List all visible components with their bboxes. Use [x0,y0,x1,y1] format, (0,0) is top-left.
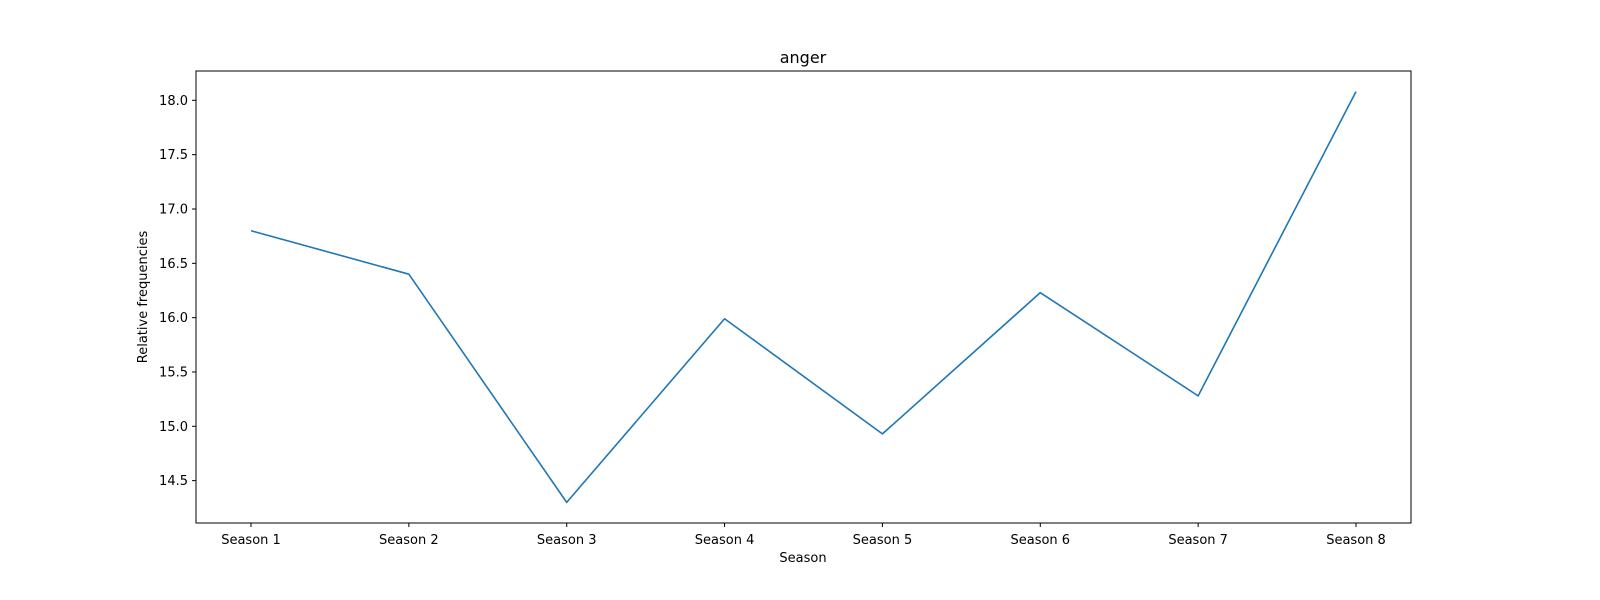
y-axis-label: Relative frequencies [136,231,151,364]
x-tick-label: Season 3 [537,533,597,548]
y-tick-label: 15.0 [159,420,188,435]
plot-frame [195,70,1412,524]
x-tick-label: Season 8 [1326,533,1386,548]
y-tick-label: 18.0 [159,94,188,109]
chart-title: anger [780,48,827,67]
x-tick-label: Season 6 [1010,533,1070,548]
y-axis: 14.5 15.0 15.5 16.0 16.5 17.0 17.5 18.0 [159,94,196,489]
y-tick-label: 16.5 [159,257,188,272]
series-line [250,91,1357,504]
y-tick-label: 14.5 [159,474,188,489]
x-tick-label: Season 4 [695,533,755,548]
series-group [250,91,1357,504]
plot-area: 14.5 15.0 15.5 16.0 16.5 17.0 17.5 18.0 Season … [159,70,1412,548]
x-axis-label: Season [779,551,826,566]
x-tick-label: Season 2 [379,533,439,548]
x-tick-label: Season 5 [853,533,913,548]
y-tick-label: 16.0 [159,311,188,326]
y-tick-label: 15.5 [159,365,188,380]
x-tick-label: Season 1 [221,533,281,548]
y-tick-label: 17.5 [159,148,188,163]
x-tick-label: Season 7 [1168,533,1228,548]
y-tick-label: 17.0 [159,202,188,217]
x-axis: Season 1 Season 2 Season 3 Season 4 Season 5… [221,523,1386,548]
